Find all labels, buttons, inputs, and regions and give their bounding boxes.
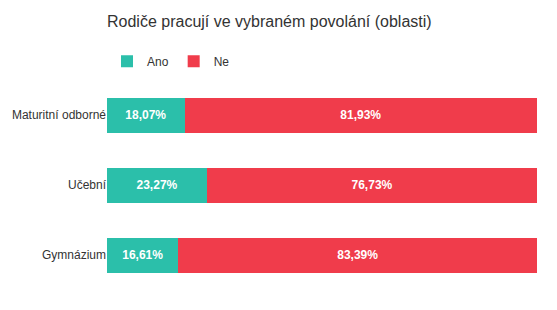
svg-text:76,73%: 76,73% <box>352 178 393 192</box>
svg-text:81,93%: 81,93% <box>340 108 381 122</box>
svg-text:18,07%: 18,07% <box>125 108 166 122</box>
svg-text:Rodiče pracují ve vybraném pov: Rodiče pracují ve vybraném povolání (obl… <box>107 13 432 30</box>
svg-text:83,39%: 83,39% <box>337 248 378 262</box>
svg-text:Ne: Ne <box>214 55 230 69</box>
svg-text:Ano: Ano <box>147 55 169 69</box>
svg-text:16,61%: 16,61% <box>122 248 163 262</box>
svg-text:Učební: Učební <box>68 178 107 192</box>
svg-text:Maturitní odborné: Maturitní odborné <box>12 108 106 122</box>
svg-text:Gymnázium: Gymnázium <box>42 248 106 262</box>
svg-text:23,27%: 23,27% <box>137 178 178 192</box>
